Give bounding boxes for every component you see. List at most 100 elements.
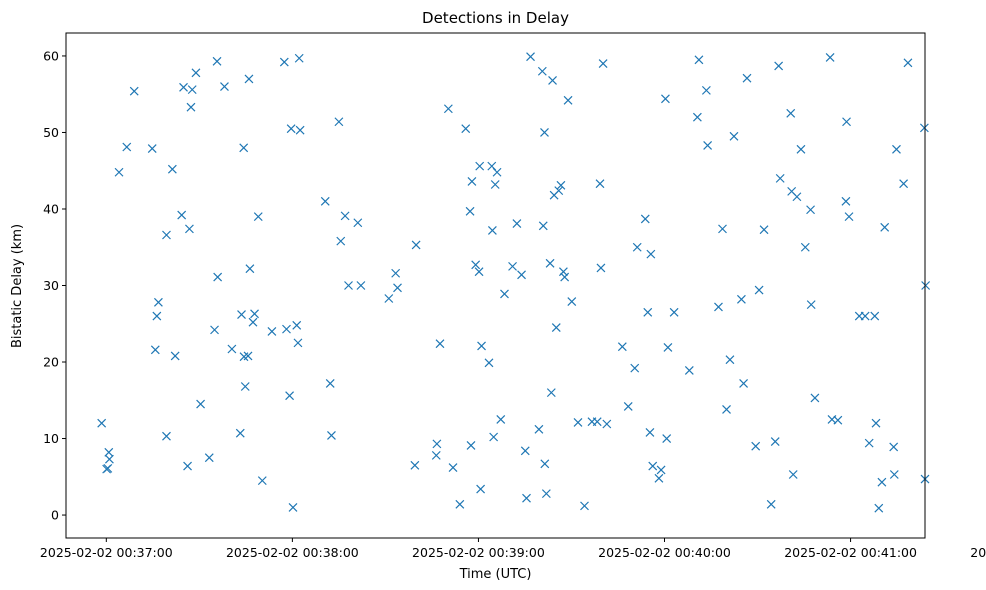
data-point bbox=[751, 441, 761, 451]
data-point bbox=[467, 177, 477, 186]
data-point bbox=[534, 424, 544, 434]
data-point bbox=[288, 502, 298, 512]
data-point bbox=[336, 236, 346, 246]
data-point bbox=[492, 167, 502, 177]
data-point bbox=[602, 419, 612, 429]
data-point bbox=[410, 460, 420, 470]
data-point bbox=[774, 61, 784, 71]
data-point bbox=[654, 473, 664, 483]
data-point bbox=[393, 283, 402, 293]
data-point bbox=[212, 56, 222, 66]
data-point bbox=[286, 124, 296, 134]
data-point bbox=[353, 218, 363, 228]
axes-frame bbox=[65, 32, 926, 539]
data-point bbox=[662, 434, 672, 443]
data-point bbox=[490, 180, 500, 189]
data-point bbox=[122, 142, 132, 152]
y-tick-label: 50 bbox=[43, 125, 59, 140]
data-point bbox=[292, 320, 302, 330]
data-point bbox=[554, 186, 564, 196]
data-point bbox=[692, 112, 702, 122]
y-tick-label: 60 bbox=[43, 48, 59, 63]
x-tick-label: 2025-02-02 00:42:00 bbox=[970, 545, 986, 560]
data-point bbox=[864, 438, 874, 448]
data-point bbox=[842, 117, 851, 127]
data-point bbox=[694, 55, 704, 65]
data-point bbox=[187, 85, 197, 95]
data-point bbox=[267, 326, 277, 336]
data-point bbox=[431, 450, 441, 460]
data-point bbox=[800, 242, 810, 252]
data-point bbox=[766, 499, 776, 509]
x-axis-label: Time (UTC) bbox=[459, 567, 532, 582]
data-point bbox=[476, 484, 486, 494]
data-point bbox=[484, 358, 494, 368]
data-point bbox=[684, 366, 694, 375]
data-point bbox=[786, 108, 796, 118]
data-point bbox=[448, 463, 458, 473]
data-point bbox=[522, 493, 531, 503]
data-point bbox=[461, 124, 471, 134]
plot-area: 0 10 20 30 40 50 60 2025-02-02 00:37:00 2025-02-… bbox=[40, 32, 986, 560]
data-point bbox=[340, 211, 350, 221]
data-point bbox=[551, 323, 561, 333]
data-point bbox=[240, 382, 250, 391]
data-point bbox=[537, 66, 547, 76]
data-point bbox=[725, 355, 735, 365]
data-point bbox=[204, 453, 214, 463]
data-point bbox=[825, 53, 835, 62]
data-point bbox=[833, 415, 843, 425]
data-point bbox=[391, 268, 401, 278]
data-point bbox=[325, 379, 335, 388]
x-tick-label: 2025-02-02 00:41:00 bbox=[784, 545, 917, 560]
data-point bbox=[844, 212, 854, 222]
data-point bbox=[792, 192, 802, 202]
y-tick-label: 20 bbox=[43, 355, 59, 370]
data-point bbox=[874, 503, 884, 513]
data-point bbox=[548, 76, 557, 85]
data-point bbox=[435, 339, 445, 349]
data-point bbox=[770, 437, 780, 447]
data-point bbox=[538, 221, 548, 231]
data-point bbox=[179, 82, 188, 92]
data-point bbox=[455, 499, 465, 509]
data-point bbox=[580, 501, 589, 511]
data-point bbox=[558, 267, 568, 277]
y-tick-label: 40 bbox=[43, 201, 59, 216]
data-point bbox=[714, 302, 723, 312]
data-point bbox=[595, 179, 605, 189]
data-point bbox=[170, 351, 180, 361]
x-tick-label: 2025-02-02 00:38:00 bbox=[226, 545, 359, 560]
data-point bbox=[443, 104, 453, 114]
data-point bbox=[545, 258, 555, 268]
data-point bbox=[742, 73, 752, 83]
data-point bbox=[860, 311, 870, 321]
data-point bbox=[162, 230, 171, 240]
data-point bbox=[573, 418, 583, 427]
data-point bbox=[729, 131, 739, 141]
y-tick-label: 10 bbox=[43, 431, 59, 446]
data-point bbox=[167, 164, 177, 174]
x-tick-label: 2025-02-02 00:37:00 bbox=[40, 545, 173, 560]
data-point bbox=[245, 264, 255, 274]
data-point bbox=[153, 297, 163, 307]
data-point bbox=[892, 144, 901, 154]
data-point bbox=[104, 454, 114, 464]
data-point bbox=[669, 307, 679, 317]
x-tick-label: 2025-02-02 00:40:00 bbox=[598, 545, 731, 560]
data-point bbox=[235, 428, 245, 438]
data-point bbox=[656, 465, 666, 475]
data-point bbox=[806, 300, 816, 310]
data-point bbox=[661, 94, 670, 104]
data-point bbox=[239, 143, 249, 153]
data-point bbox=[150, 345, 160, 355]
data-point bbox=[560, 272, 570, 282]
data-point bbox=[877, 477, 887, 487]
data-point bbox=[919, 123, 929, 133]
data-point bbox=[147, 144, 157, 153]
data-point bbox=[327, 431, 336, 440]
data-point bbox=[487, 225, 497, 235]
data-point bbox=[104, 447, 114, 457]
data-point bbox=[248, 317, 258, 327]
